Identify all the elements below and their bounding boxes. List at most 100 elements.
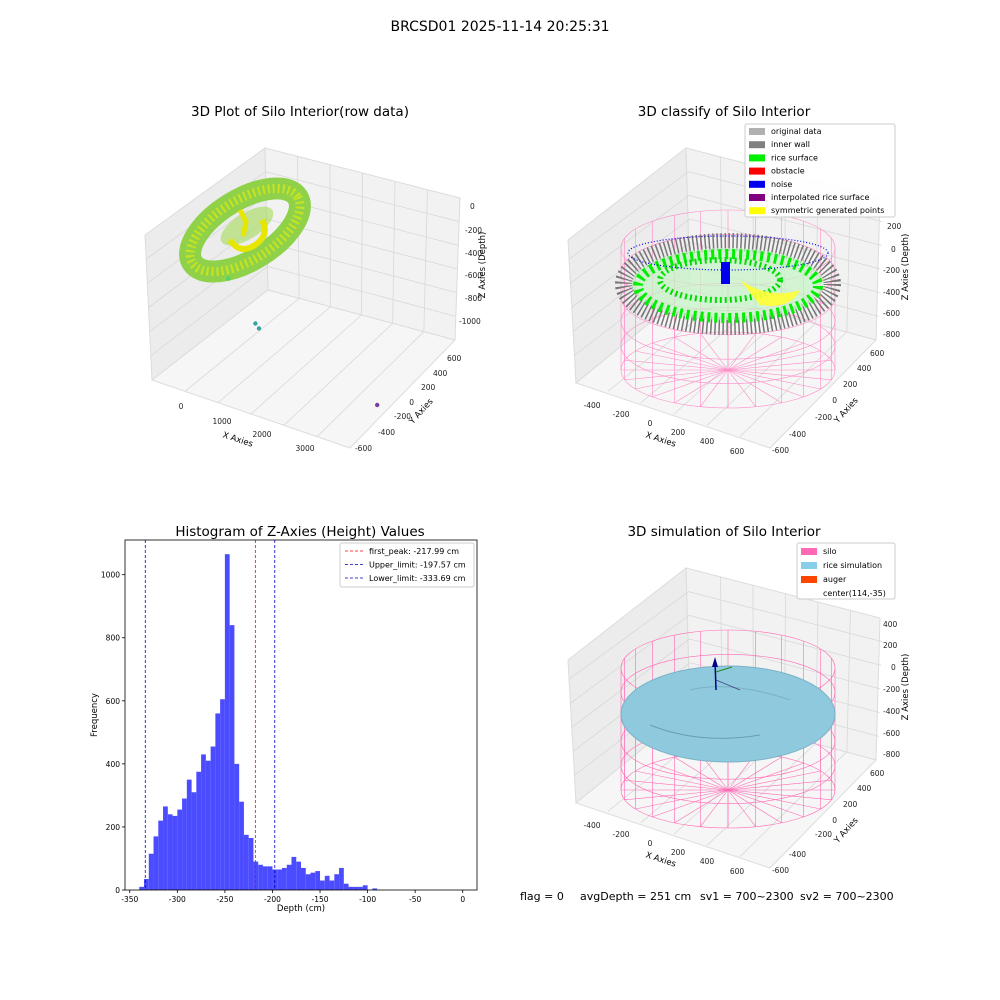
- x-tick-label: -350: [121, 895, 138, 904]
- classify-legend: original data inner wall rice surface obsta…: [744, 123, 896, 218]
- histogram-x-ticks: -350 -300 -250 -200 -150 -100 -50 0: [121, 890, 465, 904]
- histogram-reference-lines: [144, 540, 276, 890]
- gridline: [568, 171, 689, 260]
- histogram-bar: [229, 625, 235, 890]
- histogram-bar: [186, 779, 192, 890]
- legend-label: Lower_limit: -333.69 cm: [369, 574, 466, 583]
- silo-spoke: [635, 350, 729, 371]
- histogram-bar: [267, 866, 273, 890]
- simulation-ztick-1: 200: [883, 641, 898, 650]
- classify-xtick-4: 400: [700, 437, 715, 446]
- legend-swatch: [801, 562, 817, 569]
- raw-ytick-4: 200: [421, 383, 436, 392]
- histogram-bar: [148, 853, 154, 890]
- legend-label: center(114,-35): [823, 589, 886, 598]
- silo-spoke: [624, 369, 729, 381]
- footer-avg-depth: avgDepth = 251 cm: [580, 890, 691, 903]
- raw-xtick-1: 1000: [212, 417, 231, 426]
- raw-outlier-points: [226, 276, 380, 408]
- gridline: [571, 638, 690, 728]
- histogram-bar: [153, 836, 159, 890]
- legend-label: noise: [771, 180, 792, 189]
- raw-ztick-4: -800: [465, 294, 482, 303]
- simulation-plot-title: 3D simulation of Silo Interior: [627, 524, 821, 540]
- raw-ztick-2: -400: [465, 249, 482, 258]
- simulation-ytick-2: -200: [815, 830, 832, 839]
- histogram-bar: [167, 814, 173, 890]
- silo-spoke: [727, 789, 804, 818]
- simulation-ztick-0: 400: [883, 620, 898, 629]
- silo-spoke: [635, 369, 729, 390]
- classify-legend-box: [744, 123, 896, 218]
- histogram-bar: [191, 792, 197, 890]
- simulation-ztick-3: -200: [883, 685, 900, 694]
- silo-spoke: [727, 350, 821, 371]
- histogram-bar: [334, 874, 340, 890]
- histogram-bar: [201, 754, 206, 890]
- histogram-bar: [324, 875, 330, 890]
- y-tick-label: 0: [115, 886, 120, 895]
- histogram-bar: [172, 815, 178, 890]
- simulation-ytick-5: 400: [857, 784, 872, 793]
- simulation-xtick-5: 600: [730, 867, 745, 876]
- legend-label: original data: [771, 127, 822, 136]
- legend-label: obstacle: [771, 167, 805, 176]
- classify-ztick-5: -800: [883, 330, 900, 339]
- histogram-bar: [320, 880, 325, 890]
- classify-xtick-5: 600: [730, 447, 745, 456]
- classify-ytick-3: 0: [832, 396, 837, 405]
- simulation-3d-plot: 3D simulation of Silo Interior -400 -200…: [567, 524, 911, 876]
- silo-spoke: [652, 762, 729, 791]
- silo-spoke: [727, 369, 804, 398]
- silo-spoke: [652, 342, 729, 371]
- histogram-bar: [182, 798, 187, 890]
- raw-ytick-6: 600: [447, 354, 462, 363]
- raw-ytick-0: -600: [355, 444, 372, 453]
- silo-spoke: [624, 779, 729, 791]
- raw-xtick-2: 2000: [252, 430, 271, 439]
- raw-plot-title: 3D Plot of Silo Interior(row data): [191, 104, 409, 120]
- outlier-point: [253, 321, 258, 326]
- gridline: [739, 331, 848, 437]
- silo-spoke: [635, 789, 729, 810]
- histogram-bar: [348, 886, 354, 890]
- silo-spoke: [727, 789, 782, 824]
- histogram-axes-frame: [124, 539, 478, 891]
- x-tick-label: -100: [359, 895, 376, 904]
- classify-ztick-3: -400: [883, 288, 900, 297]
- simulation-ztick-6: -800: [883, 750, 900, 759]
- histogram-title: Histogram of Z-Axies (Height) Values: [175, 524, 424, 540]
- y-tick-label: 1000: [101, 571, 120, 580]
- classify-ytick-0: -600: [772, 446, 789, 455]
- silo-spoke: [727, 342, 804, 371]
- classify-noise-ring: [627, 235, 829, 271]
- silo-spoke: [727, 770, 821, 791]
- outlier-point: [375, 402, 380, 408]
- histogram-bar: [205, 760, 211, 890]
- gridline: [706, 743, 816, 846]
- histogram-bar: [277, 869, 282, 890]
- silo-spoke: [727, 789, 756, 827]
- histogram-bar: [372, 888, 378, 890]
- histogram-bar: [362, 885, 368, 890]
- histogram-legend-box: [339, 542, 475, 588]
- silo-spoke: [674, 369, 729, 404]
- histogram-bar: [291, 856, 297, 890]
- silo-spoke: [727, 779, 832, 791]
- simulation-xtick-0: -400: [583, 821, 600, 830]
- histogram-bar: [358, 886, 363, 890]
- legend-swatch: [749, 180, 765, 188]
- x-tick-label: -300: [169, 895, 186, 904]
- histogram-bar: [281, 867, 287, 890]
- legend-swatch: [749, 141, 765, 149]
- outlier-point: [226, 276, 231, 281]
- histogram-bar: [353, 886, 359, 890]
- histogram-bar: [224, 554, 230, 890]
- raw-ztick-1: -200: [465, 226, 482, 235]
- histogram-bar: [139, 886, 145, 890]
- y-tick-label: 600: [106, 697, 121, 706]
- histogram-bar: [310, 872, 316, 890]
- classify-ztick-1: 0: [891, 245, 896, 254]
- x-tick-label: 0: [460, 895, 465, 904]
- classify-ztick-4: -600: [883, 309, 900, 318]
